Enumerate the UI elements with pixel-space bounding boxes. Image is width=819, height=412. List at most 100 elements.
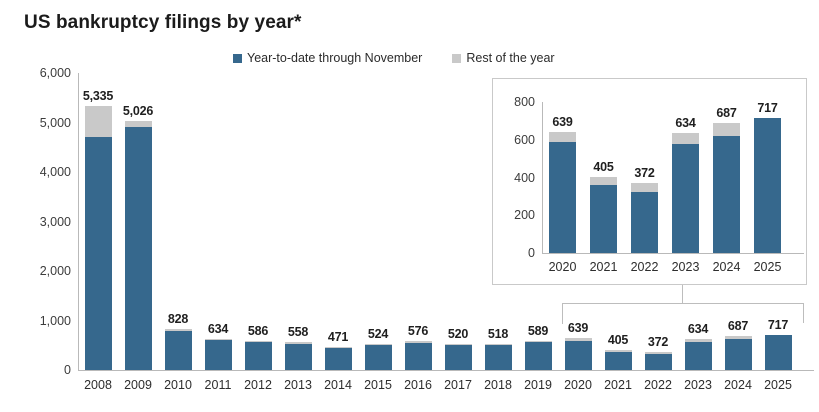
bar-value-label: 687 — [716, 106, 737, 121]
bracket-top-line — [562, 303, 804, 304]
bracket-right-line — [803, 303, 804, 323]
x-axis-label: 2024 — [712, 260, 741, 274]
bar-value-label: 558 — [287, 325, 309, 340]
bar-rest — [564, 338, 592, 341]
bar-ytd — [524, 342, 552, 370]
y-axis-tick-label: 400 — [514, 170, 535, 185]
bar-rest — [631, 182, 658, 192]
bar-ytd — [564, 340, 592, 370]
x-axis-label: 2017 — [444, 378, 472, 392]
bar-rest — [164, 329, 192, 331]
bar-rest — [444, 344, 472, 346]
bar-value-label: 372 — [634, 165, 655, 180]
bar-value-label: 471 — [327, 329, 349, 344]
x-axis-label: 2020 — [548, 260, 577, 274]
y-axis-line — [78, 73, 79, 370]
bar-value-label: 576 — [407, 324, 429, 339]
bar-rest — [724, 335, 752, 340]
bar-ytd — [684, 341, 712, 370]
bar-value-label: 405 — [593, 159, 614, 174]
legend-label-ytd: Year-to-date through November — [247, 51, 423, 65]
bar-ytd — [444, 345, 472, 370]
bar-rest — [244, 340, 272, 343]
x-axis-label: 2021 — [589, 260, 618, 274]
bar-ytd — [549, 141, 576, 253]
x-axis-label: 2010 — [164, 378, 192, 392]
x-axis-label: 2015 — [364, 378, 392, 392]
bar-value-label: 687 — [727, 318, 749, 333]
bar-value-label: 372 — [647, 334, 669, 349]
y-axis-tick-label: 200 — [514, 208, 535, 223]
bar-value-label: 717 — [757, 100, 778, 115]
y-axis-tick-label: 0 — [528, 246, 535, 260]
rest-swatch-icon — [452, 53, 462, 63]
x-axis-label: 2021 — [604, 378, 632, 392]
y-axis-tick-label: 4,000 — [39, 165, 71, 179]
bar-value-label: 717 — [767, 317, 789, 332]
y-axis-tick-label: 1,000 — [39, 313, 71, 328]
x-axis-label: 2022 — [630, 260, 659, 274]
x-axis-label: 2024 — [724, 378, 752, 392]
legend-item-ytd: Year-to-date through November — [233, 51, 422, 65]
x-axis-label: 2023 — [671, 260, 700, 274]
inset-connector-line — [682, 285, 683, 303]
bar-rest — [84, 105, 112, 138]
bar-rest — [484, 344, 512, 346]
bar-ytd — [644, 353, 672, 370]
x-axis-label: 2008 — [84, 378, 112, 392]
y-axis-tick-label: 6,000 — [39, 66, 71, 80]
bar-rest — [284, 342, 312, 344]
y-axis-tick-label: 5,000 — [39, 115, 71, 130]
x-axis-label: 2011 — [204, 378, 232, 392]
x-axis-label: 2016 — [404, 378, 432, 392]
bar-ytd — [164, 330, 192, 370]
bar-rest — [524, 340, 552, 343]
bar-rest — [204, 338, 232, 341]
bar-rest — [604, 349, 632, 353]
bar-value-label: 634 — [207, 321, 229, 336]
x-axis-label: 2023 — [684, 378, 712, 392]
bar-rest — [549, 132, 576, 142]
legend: Year-to-date through November Rest of th… — [233, 51, 555, 65]
bar-value-label: 639 — [567, 321, 589, 336]
legend-label-rest: Rest of the year — [466, 51, 555, 65]
y-axis-tick-label: 2,000 — [39, 264, 71, 278]
bar-ytd — [124, 127, 152, 370]
x-axis-line — [78, 370, 814, 371]
y-axis-tick-label: 600 — [514, 132, 535, 147]
bar-ytd — [364, 345, 392, 370]
x-axis-line — [542, 253, 804, 254]
bar-rest — [364, 344, 392, 346]
x-axis-label: 2012 — [244, 378, 272, 392]
inset-bar-chart: 800 600 400 200 0 639 2020 405 2021 372 2022 634 202… — [492, 78, 807, 285]
bar-ytd — [754, 117, 781, 253]
bar-value-label: 518 — [487, 327, 509, 342]
chart-title: US bankruptcy filings by year* — [24, 12, 302, 33]
x-axis-label: 2013 — [284, 378, 312, 392]
bar-ytd — [672, 144, 699, 253]
bar-value-label: 5,335 — [82, 88, 114, 103]
bar-ytd — [284, 343, 312, 370]
bar-ytd — [713, 135, 740, 253]
y-axis-tick-label: 0 — [64, 363, 71, 377]
bar-ytd — [204, 340, 232, 370]
bar-ytd — [404, 342, 432, 370]
x-axis-label: 2009 — [124, 378, 152, 392]
bar-rest — [404, 341, 432, 343]
bar-ytd — [590, 185, 617, 253]
y-axis-tick-label: 800 — [514, 95, 535, 109]
legend-item-rest: Rest of the year — [452, 51, 555, 65]
bar-value-label: 634 — [675, 116, 696, 131]
bar-rest — [590, 176, 617, 186]
y-axis-tick-label: 3,000 — [39, 214, 71, 229]
bar-value-label: 586 — [247, 323, 269, 338]
bar-value-label: 5,026 — [122, 104, 154, 119]
bar-ytd — [631, 191, 658, 253]
bar-rest — [684, 338, 712, 342]
x-axis-label: 2019 — [524, 378, 552, 392]
ytd-swatch-icon — [233, 53, 242, 63]
y-axis-line — [542, 102, 543, 253]
bar-rest — [672, 133, 699, 145]
